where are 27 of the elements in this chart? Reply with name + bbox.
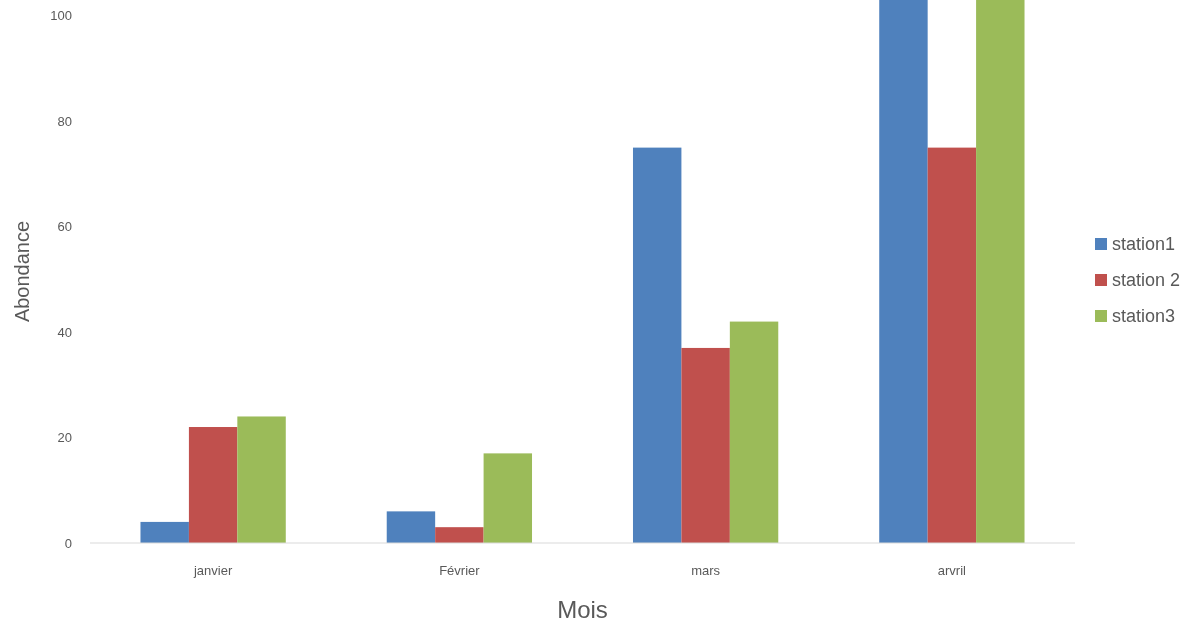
y-tick-label: 0 (64, 535, 72, 551)
legend-label: station3 (1112, 306, 1176, 327)
bar (632, 147, 682, 543)
bar (879, 0, 928, 543)
y-tick-label: 40 (57, 324, 72, 340)
bar (435, 527, 484, 543)
x-tick-label: janvier (192, 563, 233, 578)
x-tick-label: arvril (937, 563, 967, 578)
x-tick-label: mars (691, 563, 721, 578)
bar (237, 416, 286, 543)
bar (681, 347, 730, 543)
x-tick-label: Février (439, 563, 481, 578)
bar (386, 511, 436, 543)
bar (188, 427, 238, 543)
legend-label: station1 (1112, 234, 1176, 255)
y-tick-label: 100 (50, 8, 72, 24)
bar (927, 147, 977, 543)
bar (483, 453, 533, 543)
x-axis-title: Mois (557, 596, 608, 623)
bar (140, 521, 189, 543)
y-tick-label: 20 (57, 430, 72, 446)
y-tick-label: 60 (57, 219, 72, 235)
legend-label: station 2 (1112, 270, 1181, 291)
y-axis-title: Abondance (11, 220, 33, 323)
bar (976, 0, 1025, 543)
y-tick-label: 80 (57, 113, 72, 129)
bar (729, 321, 779, 543)
